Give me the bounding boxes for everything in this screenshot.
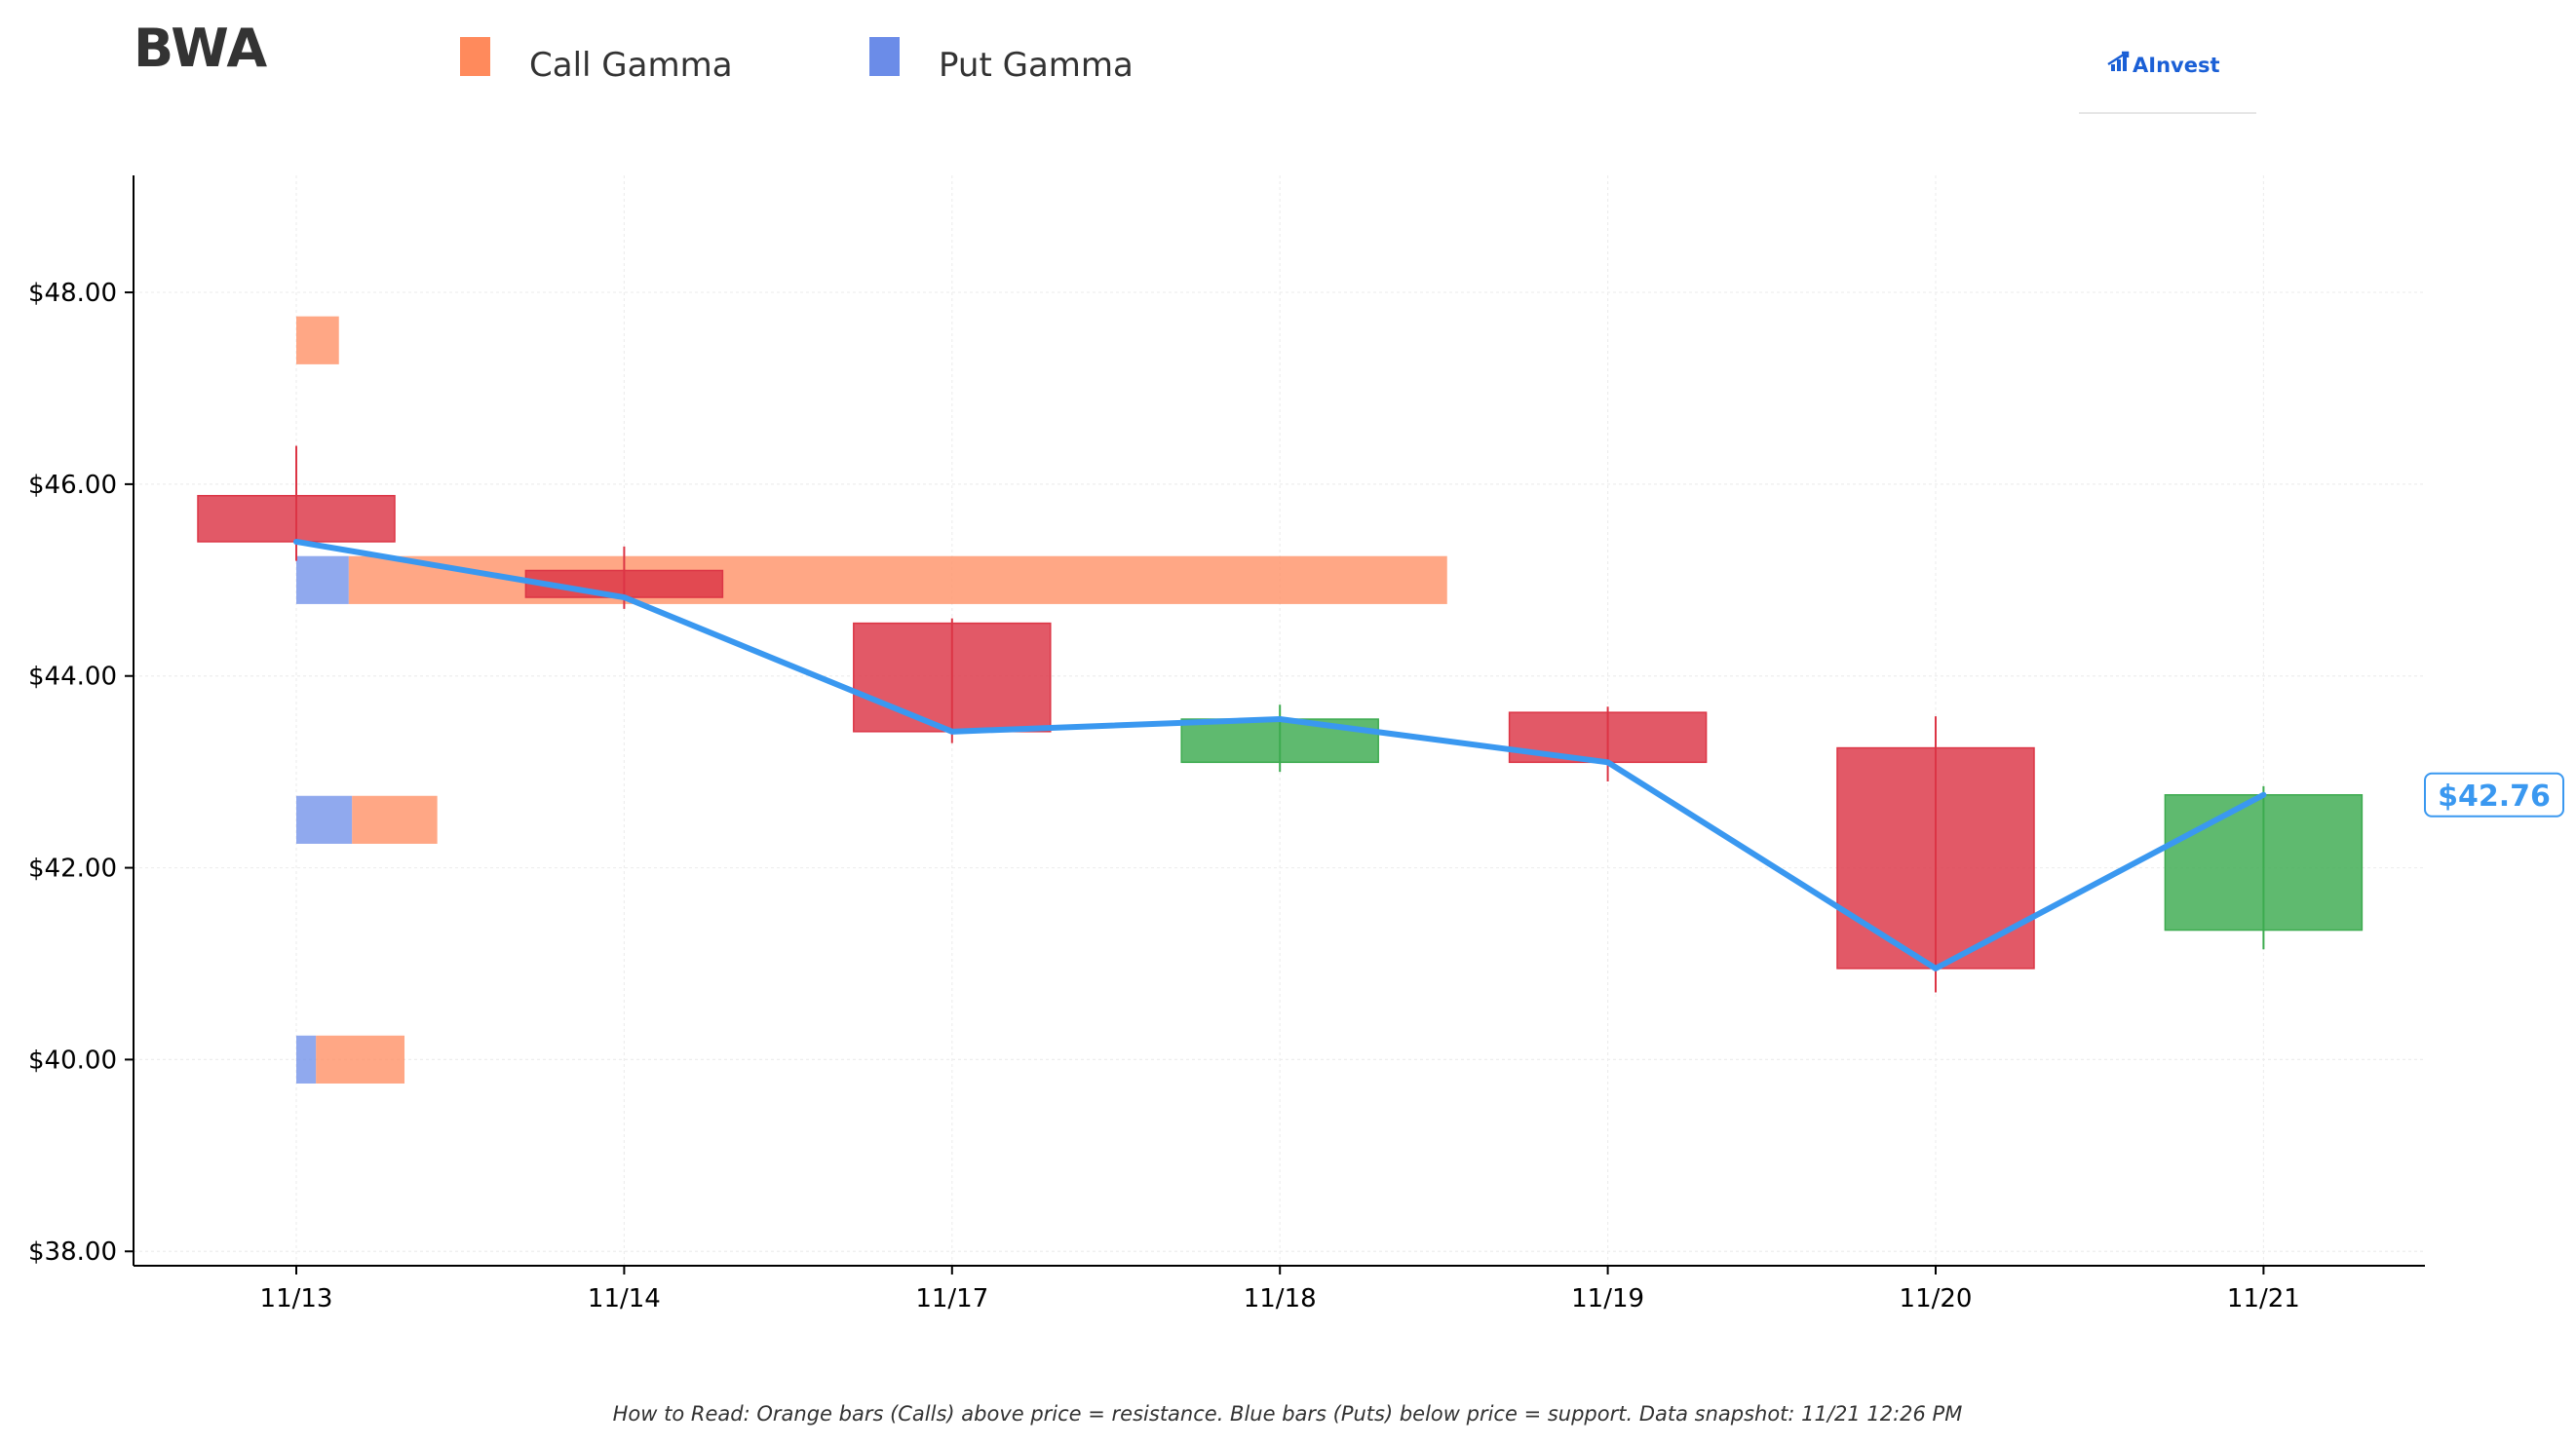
x-tick-label: 11/14 <box>588 1284 661 1313</box>
footnote: How to Read: Orange bars (Calls) above p… <box>613 1402 1963 1426</box>
x-tick-label: 11/20 <box>1900 1284 1973 1313</box>
put-gamma-bar <box>296 795 353 844</box>
legend: Call Gamma Put Gamma <box>460 37 1134 85</box>
y-tick-label: $38.00 <box>28 1237 117 1267</box>
chart-bars-arrow-icon <box>2107 51 2130 71</box>
candle-body <box>1836 746 2035 970</box>
axes: $38.00 $40.00 $42.00 $44.00 $46.00 $48.00 11/1… <box>28 175 2425 1313</box>
x-tick-label: 11/21 <box>2227 1284 2300 1313</box>
put-gamma-bar <box>296 555 349 604</box>
call-gamma-bar <box>352 795 438 844</box>
legend-label-call: Call Gamma <box>529 46 733 85</box>
x-tick-label: 11/13 <box>260 1284 333 1313</box>
x-tick-label: 11/18 <box>1244 1284 1317 1313</box>
call-gamma-bar <box>316 1035 405 1084</box>
candle-body <box>197 494 396 543</box>
current-price-annotation: $42.76 <box>2424 772 2564 818</box>
ticker-title: BWA <box>134 18 267 79</box>
y-tick-label: $46.00 <box>28 471 117 500</box>
y-tick-label: $44.00 <box>28 663 117 692</box>
y-tick-label: $48.00 <box>28 279 117 308</box>
legend-swatch-call <box>460 37 490 76</box>
candle-body <box>2164 794 2364 932</box>
candle-body <box>853 622 1052 733</box>
close-line <box>293 538 2267 971</box>
logo-text: AInvest <box>2133 54 2220 77</box>
legend-label-put: Put Gamma <box>939 46 1134 85</box>
y-tick-label: $40.00 <box>28 1046 117 1075</box>
current-price-box <box>2424 772 2564 818</box>
close-price-line <box>293 538 2267 971</box>
logo: AInvest <box>2079 51 2256 114</box>
x-tick-label: 11/17 <box>915 1284 988 1313</box>
x-tick-label: 11/19 <box>1571 1284 1644 1313</box>
call-gamma-bar <box>296 316 339 364</box>
y-tick-label: $42.00 <box>28 855 117 884</box>
put-gamma-bar <box>296 1035 317 1084</box>
legend-swatch-put <box>869 37 900 76</box>
current-price-label: $42.76 <box>2438 780 2551 814</box>
